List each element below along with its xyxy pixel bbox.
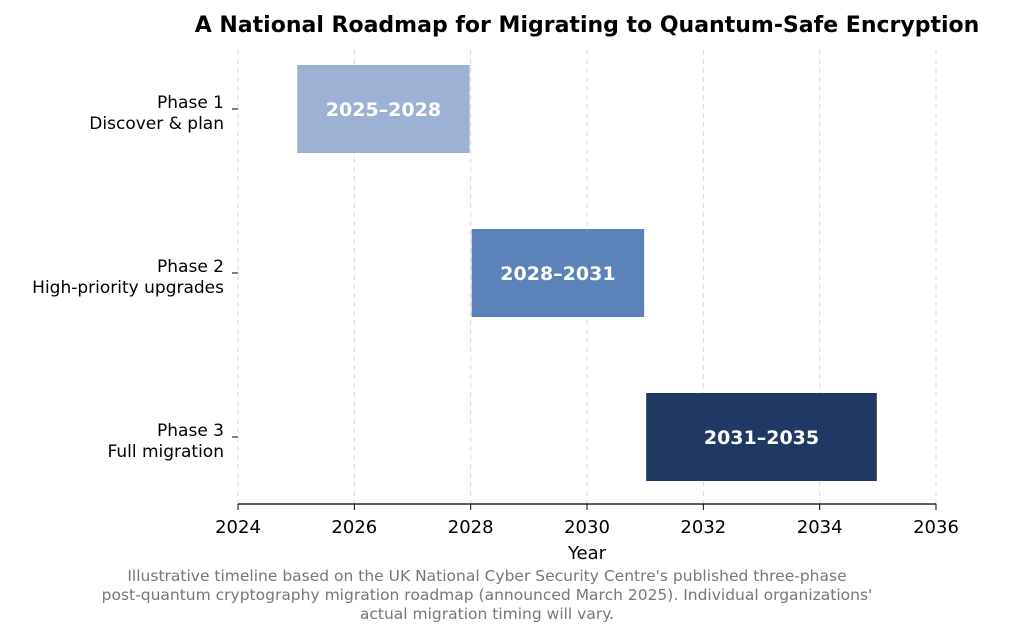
bar-label-phase-2: 2028–2031 bbox=[500, 263, 615, 285]
bar-phase-3 bbox=[646, 393, 877, 481]
y-tick-label-phase-2-line-1: Phase 2 bbox=[157, 257, 224, 277]
x-axis-label: Year bbox=[567, 543, 607, 564]
caption-line-2: post-quantum cryptography migration road… bbox=[101, 586, 873, 604]
bar-phase-1 bbox=[297, 65, 470, 153]
caption-line-1: Illustrative timeline based on the UK Na… bbox=[127, 567, 847, 585]
chart-caption: Illustrative timeline based on the UK Na… bbox=[62, 567, 912, 624]
x-tick-label-6: 2036 bbox=[913, 517, 959, 538]
y-tick-label-phase-3-line-2: Full migration bbox=[107, 442, 224, 462]
chart-title: A National Roadmap for Migrating to Quan… bbox=[195, 13, 980, 38]
bar-label-phase-1: 2025–2028 bbox=[326, 99, 441, 121]
y-tick-label-phase-1-line-2: Discover & plan bbox=[89, 114, 224, 134]
bar-phase-2 bbox=[471, 229, 645, 317]
x-tick-label-4: 2032 bbox=[680, 517, 726, 538]
bars-layer: 2025–2028 2028–2031 2031–2035 bbox=[297, 65, 877, 481]
x-tick-label-3: 2030 bbox=[564, 517, 610, 538]
x-tick-label-0: 2024 bbox=[215, 517, 261, 538]
y-tick-label-phase-1-line-1: Phase 1 bbox=[157, 93, 224, 113]
y-tick-label-phase-3-line-1: Phase 3 bbox=[157, 421, 224, 441]
y-tick-label-phase-2-line-2: High-priority upgrades bbox=[32, 278, 224, 298]
x-tick-label-1: 2026 bbox=[331, 517, 377, 538]
bar-label-phase-3: 2031–2035 bbox=[704, 427, 819, 449]
x-tick-label-2: 2028 bbox=[448, 517, 494, 538]
caption-line-3: actual migration timing will vary. bbox=[359, 605, 615, 623]
x-tick-label-5: 2034 bbox=[797, 517, 843, 538]
